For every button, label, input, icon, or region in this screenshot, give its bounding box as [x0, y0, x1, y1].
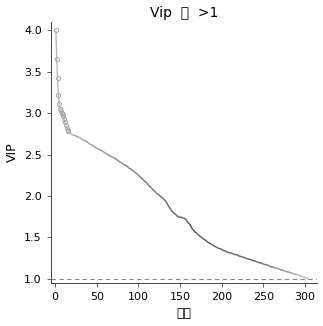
- Y-axis label: VIP: VIP: [5, 143, 18, 162]
- Title: Vip  値  >1: Vip 値 >1: [150, 6, 218, 20]
- X-axis label: 指数: 指数: [177, 307, 192, 320]
